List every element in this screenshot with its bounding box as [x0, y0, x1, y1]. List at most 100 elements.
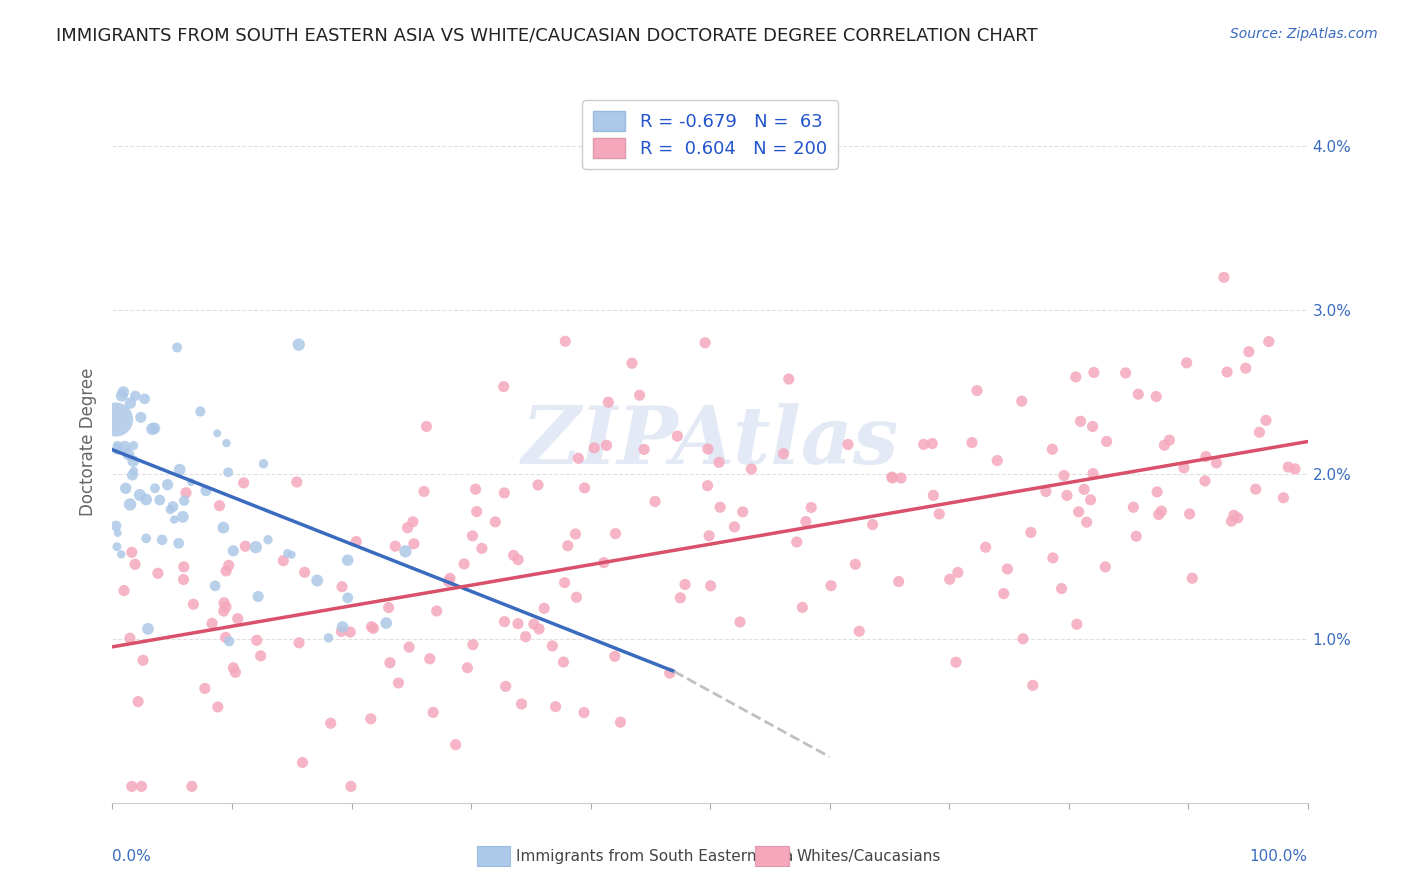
Point — [336, 553, 359, 567]
Point — [419, 652, 441, 666]
Point — [564, 527, 586, 541]
Point — [693, 335, 716, 350]
Point — [360, 712, 382, 726]
Point — [1022, 678, 1045, 692]
Point — [439, 571, 461, 585]
Point — [1272, 491, 1295, 505]
Point — [340, 780, 363, 794]
Point — [110, 548, 132, 562]
Point — [330, 580, 353, 594]
Point — [201, 616, 224, 631]
Point — [174, 485, 197, 500]
Point — [276, 546, 298, 560]
Point — [156, 477, 179, 491]
Point — [222, 661, 245, 675]
Point — [997, 562, 1019, 576]
Point — [515, 630, 537, 644]
Point — [402, 515, 425, 529]
Point — [336, 591, 359, 605]
Point — [567, 451, 589, 466]
Point — [173, 559, 195, 574]
Point — [461, 638, 484, 652]
Text: Whites/Caucasians: Whites/Caucasians — [796, 849, 941, 863]
Point — [778, 372, 800, 386]
Point — [844, 558, 866, 572]
Point — [544, 699, 567, 714]
Point — [180, 780, 202, 794]
Point — [1083, 366, 1105, 380]
Point — [1144, 390, 1167, 404]
Point — [1159, 433, 1181, 447]
Point — [1284, 462, 1306, 476]
Point — [890, 471, 912, 485]
Point — [728, 615, 751, 629]
Point — [112, 583, 135, 598]
Point — [993, 586, 1015, 600]
Point — [121, 468, 143, 483]
Point — [574, 481, 596, 495]
Point — [603, 649, 626, 664]
Point — [592, 556, 614, 570]
Point — [163, 512, 186, 526]
Point — [658, 666, 681, 681]
Point — [709, 500, 731, 515]
Point — [215, 436, 238, 450]
Point — [117, 447, 139, 461]
Point — [966, 384, 988, 398]
Point — [1067, 505, 1090, 519]
Point — [848, 624, 870, 639]
Point — [527, 478, 550, 492]
Point — [494, 486, 516, 500]
Point — [107, 442, 129, 456]
Point — [344, 534, 367, 549]
Point — [1234, 361, 1257, 376]
Point — [288, 636, 311, 650]
Point — [363, 621, 385, 635]
Point — [598, 395, 620, 409]
Point — [699, 579, 721, 593]
Point — [565, 591, 588, 605]
FancyBboxPatch shape — [755, 847, 789, 866]
Point — [212, 521, 235, 535]
Point — [946, 566, 969, 580]
Point — [740, 462, 762, 476]
Point — [1053, 468, 1076, 483]
Point — [245, 540, 267, 554]
Text: ZIPAtlas: ZIPAtlas — [522, 403, 898, 480]
Point — [307, 574, 329, 588]
Point — [800, 500, 823, 515]
Point — [1213, 270, 1236, 285]
Point — [1277, 460, 1299, 475]
Point — [150, 533, 173, 547]
Point — [696, 478, 718, 492]
Point — [129, 410, 152, 425]
Point — [731, 505, 754, 519]
Point — [1220, 514, 1243, 528]
Point — [212, 596, 235, 610]
Point — [1173, 460, 1195, 475]
Point — [1050, 582, 1073, 596]
Point — [159, 502, 181, 516]
Y-axis label: Doctorate Degree: Doctorate Degree — [79, 368, 97, 516]
Point — [554, 334, 576, 349]
Point — [122, 439, 145, 453]
Point — [218, 634, 240, 648]
Point — [495, 679, 517, 693]
Point — [124, 558, 146, 572]
Point — [285, 475, 308, 489]
Point — [945, 655, 967, 669]
Point — [1175, 356, 1198, 370]
Point — [1146, 484, 1168, 499]
Point — [609, 715, 631, 730]
Point — [633, 442, 655, 457]
Point — [394, 544, 416, 558]
Point — [121, 780, 143, 794]
Point — [912, 437, 935, 451]
Point — [620, 356, 643, 370]
Point — [146, 566, 169, 581]
Text: 0.0%: 0.0% — [112, 849, 152, 863]
Point — [166, 340, 188, 354]
Point — [318, 631, 340, 645]
Point — [1035, 484, 1057, 499]
Point — [492, 379, 515, 393]
